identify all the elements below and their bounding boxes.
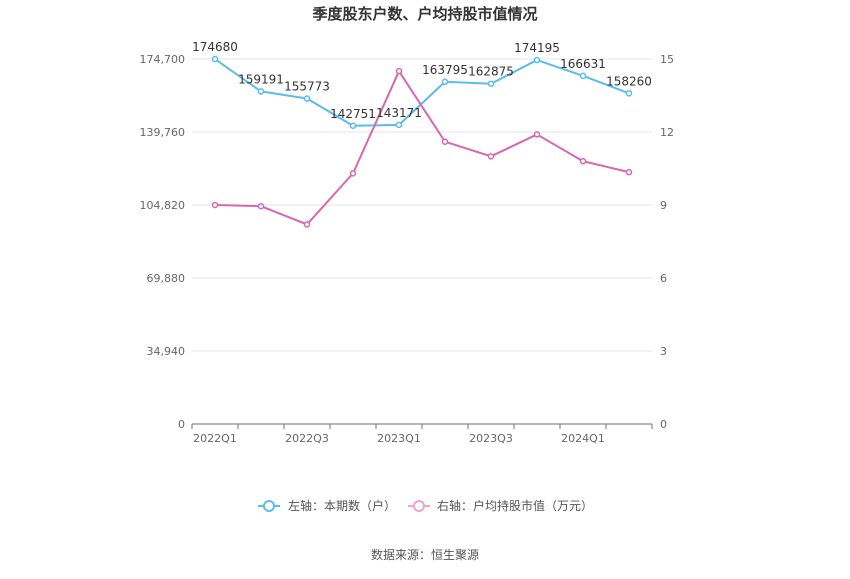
legend-marker-market-value	[413, 500, 425, 512]
series-line-0	[214, 58, 630, 127]
data-label: 162875	[468, 65, 514, 79]
x-axis-tick-label: 2023Q3	[469, 432, 513, 445]
source-note: 数据来源：恒生聚源	[371, 547, 479, 562]
data-label: 142751	[330, 107, 376, 121]
left-axis-tick-label: 174,700	[140, 53, 186, 66]
x-axis-tick-label: 2023Q1	[377, 432, 421, 445]
left-axis-tick-label: 34,940	[147, 345, 186, 358]
data-label: 174195	[514, 41, 560, 55]
right-axis-tick-label: 15	[660, 53, 674, 66]
series-0-point	[625, 90, 633, 97]
series-0-point	[257, 88, 265, 95]
legend-marker-households	[263, 500, 275, 512]
data-label: 174680	[192, 40, 238, 54]
right-axis-tick-label: 0	[660, 418, 667, 431]
series-1-point	[303, 221, 311, 228]
grid-lines	[192, 58, 652, 352]
series-0-point	[395, 121, 403, 129]
series-0-point	[579, 72, 587, 80]
data-label: 163795	[422, 63, 468, 77]
series-1-point	[349, 170, 357, 177]
data-label: 143171	[376, 106, 422, 120]
chart-title: 季度股东户数、户均持股市值情况	[312, 5, 537, 23]
x-axis-tick-label: 2022Q3	[285, 432, 329, 445]
axes: 0 0 34,940 3 69,880 6 104,820 9 139,760 12 174,700…	[140, 53, 675, 445]
series-0-point	[349, 122, 357, 130]
right-axis-tick-label: 3	[660, 345, 667, 358]
data-label: 166631	[560, 57, 606, 71]
legend-label-market-value: 右轴：户均持股市值（万元）	[437, 498, 593, 513]
series-0-point	[533, 56, 541, 64]
series-1-point	[211, 201, 219, 209]
legend-item-market-value[interactable]: 右轴：户均持股市值（万元）	[408, 498, 593, 513]
series-0-point	[441, 78, 449, 86]
legend[interactable]: 左轴：本期数（户） 右轴：户均持股市值（万元）	[258, 498, 593, 513]
left-axis-tick-label: 69,880	[147, 272, 186, 285]
data-label: 159191	[238, 72, 284, 86]
x-axis-tick-label: 2022Q1	[193, 432, 237, 445]
series-1-point	[579, 157, 587, 165]
left-axis-tick-label: 139,760	[140, 126, 186, 139]
series-1-point	[395, 67, 403, 75]
series-0-point	[487, 80, 495, 87]
series-lines	[211, 55, 633, 228]
series-1-point	[487, 153, 495, 160]
series-0-point	[303, 95, 311, 102]
right-axis-tick-label: 6	[660, 272, 667, 285]
series-1-point	[257, 202, 265, 210]
x-axis-tick-label: 2024Q1	[561, 432, 605, 445]
data-label: 155773	[284, 80, 330, 94]
legend-item-households[interactable]: 左轴：本期数（户）	[258, 498, 396, 513]
series-1-point	[625, 168, 633, 176]
series-0-point	[211, 55, 219, 63]
legend-label-households: 左轴：本期数（户）	[288, 498, 396, 513]
series-line-1	[214, 70, 630, 226]
right-axis-tick-label: 12	[660, 126, 674, 139]
data-label: 158260	[606, 74, 652, 88]
right-axis-tick-label: 9	[660, 199, 667, 212]
series-1-point	[533, 131, 541, 138]
left-axis-tick-label: 104,820	[140, 199, 186, 212]
left-axis-tick-label: 0	[178, 418, 185, 431]
series-1-point	[441, 138, 449, 145]
